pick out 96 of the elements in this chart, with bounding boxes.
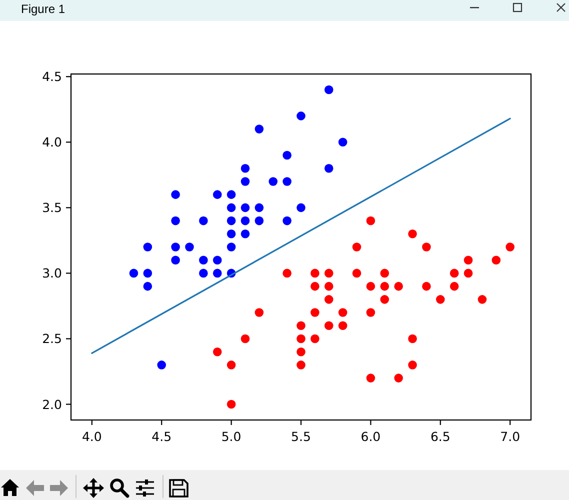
point [199, 216, 208, 226]
point [324, 85, 334, 94]
point [296, 334, 306, 344]
point [254, 308, 264, 317]
point [171, 242, 180, 252]
point [394, 282, 403, 291]
point [338, 308, 348, 317]
point [226, 360, 236, 370]
point [282, 216, 292, 226]
point [478, 295, 487, 304]
x-tick-label: 7.0 [500, 429, 520, 444]
point [143, 268, 152, 278]
x-tick-label: 4.5 [152, 429, 172, 444]
point [324, 164, 334, 173]
point [310, 268, 320, 278]
point [240, 334, 250, 344]
point [240, 229, 250, 238]
point [450, 268, 459, 278]
point [380, 295, 390, 304]
point [240, 203, 250, 212]
point [296, 112, 306, 120]
point [366, 216, 376, 226]
point [296, 347, 306, 356]
point [212, 190, 222, 199]
point [226, 400, 236, 409]
point [171, 256, 180, 265]
point [240, 164, 250, 173]
point [394, 374, 403, 382]
point [199, 256, 208, 265]
point [171, 216, 180, 226]
point [143, 282, 152, 291]
point [408, 334, 417, 344]
point [143, 242, 152, 252]
point [310, 308, 320, 317]
point [506, 242, 514, 252]
point [212, 256, 222, 265]
x-tick-label: 5.5 [291, 429, 311, 444]
point [366, 374, 376, 382]
point [436, 295, 445, 304]
point [324, 321, 334, 330]
point [254, 216, 264, 226]
point [380, 268, 390, 278]
point [422, 242, 431, 252]
point [408, 229, 417, 238]
point [310, 282, 320, 291]
point [366, 308, 376, 317]
point [254, 203, 264, 212]
point [226, 242, 236, 252]
point [226, 203, 236, 212]
point [296, 360, 306, 370]
x-tick-label: 5.0 [221, 429, 242, 444]
point [380, 282, 390, 291]
point [352, 242, 362, 252]
point [282, 268, 292, 278]
y-tick-label: 4.0 [42, 134, 62, 150]
caption: Figure 1 [21, 2, 66, 16]
y-tick-label: 2.5 [42, 331, 62, 346]
point [212, 347, 222, 356]
point [226, 216, 236, 226]
point [366, 282, 376, 291]
point [422, 282, 431, 291]
point [171, 190, 180, 199]
point [268, 177, 278, 186]
y-tick-label: 4.5 [42, 69, 62, 84]
point [185, 242, 194, 252]
y-tick-label: 3.0 [42, 266, 62, 281]
point [464, 256, 473, 265]
point [199, 268, 208, 278]
point [450, 282, 459, 291]
point [212, 268, 222, 278]
point [129, 268, 138, 278]
point [310, 334, 320, 344]
x-tick-label: 6.5 [430, 429, 450, 444]
point [240, 177, 250, 186]
point [296, 203, 306, 212]
point [282, 150, 292, 160]
point [464, 268, 473, 278]
point [296, 321, 306, 330]
point [226, 229, 236, 238]
point [254, 124, 264, 134]
point [282, 177, 292, 186]
point [240, 216, 250, 226]
point [338, 321, 348, 330]
point [408, 360, 417, 370]
y-tick-label: 3.5 [42, 200, 62, 216]
point [226, 190, 236, 199]
y-tick-label: 2.0 [42, 396, 62, 412]
x-tick-label: 4.0 [82, 429, 102, 444]
point [324, 295, 334, 304]
point [157, 360, 166, 370]
point [492, 256, 501, 265]
point [324, 282, 334, 291]
point [352, 268, 362, 278]
point [338, 138, 348, 147]
point [324, 268, 334, 278]
x-tick-label: 6.0 [360, 429, 381, 444]
